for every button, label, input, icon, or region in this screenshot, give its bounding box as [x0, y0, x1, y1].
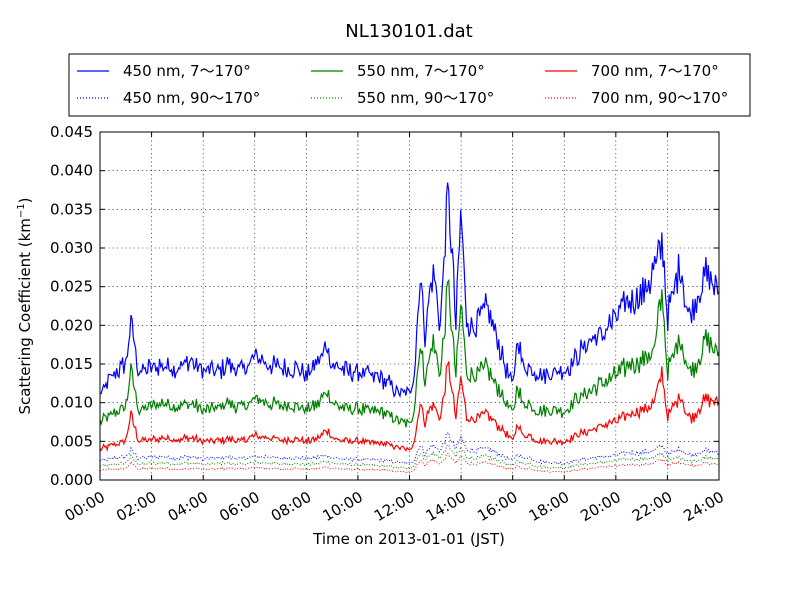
x-tick-label: 24:00	[681, 488, 727, 525]
series-line	[99, 182, 720, 399]
y-tick-labels: 0.000 0.005 0.010 0.015 0.020 0.025 0.030 0.035…	[50, 123, 93, 489]
y-tick-label: 0.020	[50, 316, 93, 334]
x-tick-label: 12:00	[371, 488, 417, 525]
x-tick-label: 22:00	[629, 488, 675, 525]
plot-background	[100, 132, 719, 480]
series-line	[99, 452, 720, 474]
y-tick-label: 0.040	[50, 162, 93, 180]
series-line	[99, 278, 720, 428]
y-tick-label: 0.010	[50, 394, 93, 412]
x-tick-label: 18:00	[526, 488, 572, 525]
series-layer	[99, 182, 720, 474]
legend-frame	[68, 53, 751, 117]
legend-label: 550 nm, 90～170°	[357, 89, 494, 107]
x-tick-label: 06:00	[216, 488, 262, 525]
series-line	[99, 444, 720, 470]
x-tick-label: 00:00	[62, 488, 108, 525]
ticks	[99, 131, 720, 481]
x-tick-label: 20:00	[577, 488, 623, 525]
y-axis-label-sup: −1	[16, 203, 27, 218]
x-tick-label: 02:00	[113, 488, 159, 525]
y-tick-label: 0.015	[50, 355, 93, 373]
x-tick-label: 14:00	[423, 488, 469, 525]
x-tick-label: 04:00	[165, 488, 211, 525]
y-tick-label: 0.045	[50, 123, 93, 141]
chart-title: NL130101.dat	[345, 21, 472, 42]
y-axis-label-main: Scattering Coefficient (km	[16, 218, 34, 414]
y-tick-label: 0.025	[50, 278, 93, 296]
legend-label: 700 nm, 90～170°	[591, 89, 728, 107]
legend-label: 550 nm, 7～170°	[357, 62, 485, 80]
y-tick-label: 0.035	[50, 200, 93, 218]
y-tick-label: 0.030	[50, 239, 93, 257]
series-line	[99, 431, 720, 466]
legend: 450 nm, 7～170° 550 nm, 7～170° 700 nm, 7～17…	[68, 53, 751, 117]
plot-area	[99, 131, 720, 481]
x-tick-labels: 00:00 02:00 04:00 06:00 08:00 10:00 12:00 14:00…	[62, 488, 727, 525]
legend-label: 450 nm, 7～170°	[123, 62, 251, 80]
y-axis-label-end: )	[16, 197, 34, 203]
y-tick-label: 0.005	[50, 432, 93, 450]
x-tick-label: 10:00	[319, 488, 365, 525]
y-tick-label: 0.000	[50, 471, 93, 489]
x-tick-label: 08:00	[268, 488, 314, 525]
x-axis-label: Time on 2013-01-01 (JST)	[312, 530, 505, 548]
legend-label: 450 nm, 90～170°	[123, 89, 260, 107]
legend-label: 700 nm, 7～170°	[591, 62, 719, 80]
series-line	[99, 361, 720, 452]
y-axis-label: Scattering Coefficient (km−1)	[16, 197, 34, 414]
x-tick-label: 16:00	[474, 488, 520, 525]
